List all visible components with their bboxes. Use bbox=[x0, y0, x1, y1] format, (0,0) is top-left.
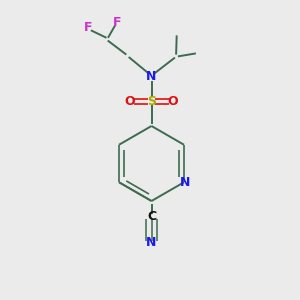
Text: N: N bbox=[146, 70, 157, 83]
Text: C: C bbox=[147, 210, 156, 223]
Text: F: F bbox=[113, 16, 121, 29]
Text: O: O bbox=[168, 95, 178, 108]
Text: F: F bbox=[84, 21, 93, 34]
Text: O: O bbox=[124, 95, 135, 108]
Text: N: N bbox=[146, 236, 157, 250]
Text: S: S bbox=[147, 95, 156, 108]
Text: N: N bbox=[179, 176, 190, 189]
